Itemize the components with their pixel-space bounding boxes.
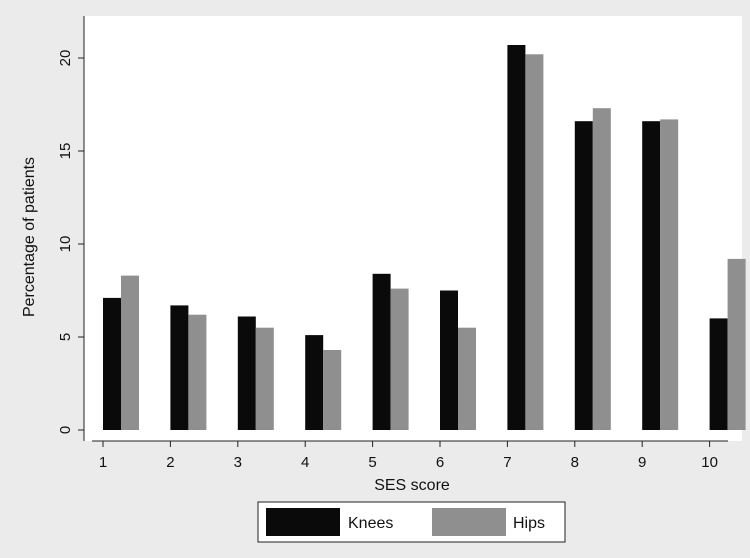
bar-knees-7 <box>507 45 526 430</box>
x-tick-label-4: 4 <box>301 454 309 471</box>
x-tick-label-8: 8 <box>571 454 579 471</box>
bar-hips-4 <box>323 350 342 430</box>
bar-knees-10 <box>709 318 728 430</box>
legend-swatch-hips <box>432 508 506 536</box>
bar-knees-6 <box>440 290 458 430</box>
bar-hips-5 <box>390 288 409 430</box>
y-tick-label-0: 0 <box>57 426 74 434</box>
bar-knees-1 <box>103 297 121 430</box>
legend-label-knees: Knees <box>348 515 393 532</box>
bars-group <box>103 45 746 431</box>
bar-knees-3 <box>237 316 256 430</box>
bar-hips-1 <box>121 275 139 430</box>
legend-label-hips: Hips <box>513 515 545 532</box>
ticks-group: 0 5 10 15 20 1 2 3 4 5 6 7 8 9 10 <box>57 50 718 471</box>
bar-hips-7 <box>525 54 544 431</box>
bar-hips-6 <box>458 327 476 430</box>
x-tick-label-9: 9 <box>638 454 646 471</box>
bar-knees-2 <box>170 305 189 430</box>
x-axis-title: SES score <box>374 477 450 494</box>
x-tick-label-1: 1 <box>99 454 107 471</box>
legend-swatch-knees <box>266 508 340 536</box>
axes-group <box>83 16 728 442</box>
bar-hips-10 <box>727 258 746 430</box>
bar-hips-9 <box>660 119 679 431</box>
legend: Knees Hips <box>257 501 566 543</box>
bar-knees-4 <box>305 335 324 430</box>
y-tick-label-20: 20 <box>57 50 74 67</box>
bar-hips-3 <box>255 327 274 430</box>
x-tick-label-5: 5 <box>368 454 376 471</box>
x-tick-label-3: 3 <box>234 454 242 471</box>
y-tick-label-15: 15 <box>57 143 74 160</box>
y-axis-title: Percentage of patients <box>21 157 38 317</box>
bar-knees-5 <box>372 273 391 430</box>
x-tick-label-2: 2 <box>166 454 174 471</box>
bar-knees-9 <box>642 121 661 430</box>
x-tick-label-7: 7 <box>503 454 511 471</box>
bar-knees-8 <box>574 121 593 430</box>
bar-hips-2 <box>188 314 207 430</box>
x-tick-label-10: 10 <box>701 454 718 471</box>
y-tick-label-5: 5 <box>57 333 74 341</box>
y-tick-label-10: 10 <box>57 236 74 253</box>
bar-hips-8 <box>592 108 611 430</box>
x-tick-label-6: 6 <box>436 454 444 471</box>
